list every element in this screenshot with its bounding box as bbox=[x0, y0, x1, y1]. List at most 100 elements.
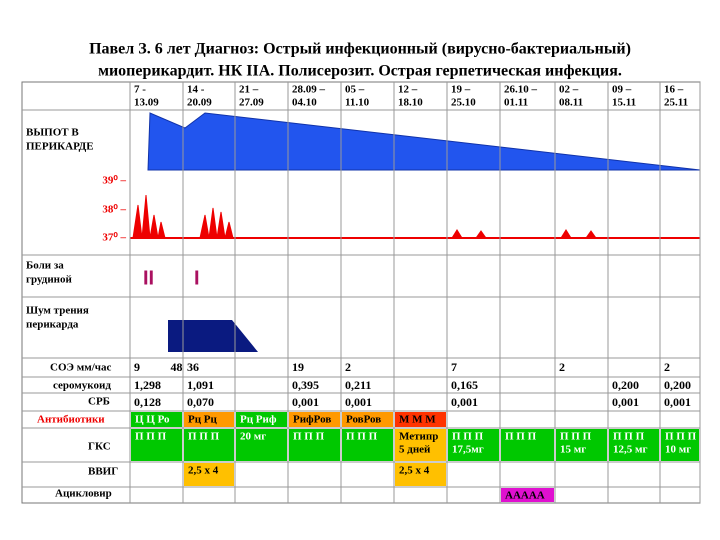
lab-value: 0,001 bbox=[345, 395, 372, 409]
temperature-label: 39⁰ – bbox=[102, 175, 126, 187]
lab-value: 0,200 bbox=[664, 378, 691, 392]
therapy-cell bbox=[395, 463, 446, 486]
table-content: Павел З. 6 лет Диагноз: Острый инфекцион… bbox=[22, 41, 701, 503]
therapy-cell bbox=[131, 429, 182, 461]
lab-value: 7 bbox=[451, 360, 457, 374]
period-label: 27.09 bbox=[239, 97, 264, 109]
period-label: 20.09 bbox=[187, 97, 212, 109]
period-label: 21 – bbox=[239, 84, 259, 96]
therapy-cell bbox=[501, 488, 554, 502]
row-label: Шум трения bbox=[26, 305, 89, 317]
therapy-text: П П П bbox=[665, 431, 697, 443]
period-label: 13.09 bbox=[134, 97, 159, 109]
therapy-text: РовРов bbox=[346, 414, 381, 426]
therapy-text: 12,5 мг bbox=[613, 444, 648, 456]
period-label: 05 – bbox=[345, 84, 365, 96]
pain-mark: II bbox=[143, 267, 154, 289]
therapy-text: П П П bbox=[505, 431, 537, 443]
therapy-text: 5 дней bbox=[399, 444, 431, 456]
lab-value: 2 bbox=[345, 360, 351, 374]
therapy-text: Рц Риф bbox=[240, 414, 277, 426]
therapy-cell bbox=[556, 429, 607, 461]
temperature-label: 38⁰ – bbox=[102, 204, 126, 216]
row-label: перикарда bbox=[26, 319, 79, 331]
row-label: Антибиотики bbox=[37, 414, 105, 426]
row-label: Ацикловир bbox=[55, 488, 112, 500]
period-label: 02 – bbox=[559, 84, 579, 96]
therapy-text: М М М bbox=[399, 414, 436, 426]
lab-value: 0,211 bbox=[345, 378, 371, 392]
pain-mark: I bbox=[194, 267, 200, 289]
therapy-cell bbox=[184, 412, 234, 427]
therapy-cell bbox=[609, 429, 659, 461]
period-label: 15.11 bbox=[612, 97, 636, 109]
period-label: 14 - bbox=[187, 84, 205, 96]
row-label: серомукоид bbox=[53, 380, 111, 392]
row-label: СРБ bbox=[88, 396, 110, 408]
lab-value: 0,200 bbox=[612, 378, 639, 392]
period-label: 12 – bbox=[398, 84, 418, 96]
therapy-cell bbox=[289, 429, 340, 461]
lab-value: 36 bbox=[187, 360, 199, 374]
period-label: 09 – bbox=[612, 84, 632, 96]
row-label: ВВИГ bbox=[88, 466, 118, 478]
therapy-cell bbox=[184, 429, 234, 461]
therapy-text: 15 мг bbox=[560, 444, 586, 456]
period-label: 28.09 – bbox=[292, 84, 326, 96]
therapy-text: П П П bbox=[135, 431, 167, 443]
effusion-area bbox=[147, 112, 701, 171]
period-label: 08.11 bbox=[559, 97, 583, 109]
friction-block bbox=[168, 320, 258, 352]
therapy-text: ААААА bbox=[505, 490, 545, 502]
therapy-text: 17,5мг bbox=[452, 444, 484, 456]
therapy-text: 2,5 х 4 bbox=[399, 465, 430, 477]
row-label: Боли за bbox=[26, 260, 64, 272]
lab-value: 0,128 bbox=[134, 395, 161, 409]
lab-value: 2 bbox=[559, 360, 565, 374]
row-label: СОЭ мм/час bbox=[50, 362, 111, 374]
therapy-text: П П П bbox=[452, 431, 484, 443]
therapy-text: П П П bbox=[188, 431, 220, 443]
lab-value: 0,395 bbox=[292, 378, 319, 392]
title-line: Павел З. 6 лет Диагноз: Острый инфекцион… bbox=[89, 41, 631, 58]
period-label: 19 – bbox=[451, 84, 471, 96]
temperature-curve bbox=[132, 194, 597, 239]
therapy-text: Метипр bbox=[399, 431, 438, 443]
therapy-cell bbox=[448, 429, 499, 461]
therapy-text: П П П bbox=[293, 431, 325, 443]
therapy-text: П П П bbox=[346, 431, 378, 443]
period-label: 16 – bbox=[664, 84, 684, 96]
therapy-cell bbox=[236, 412, 287, 427]
therapy-cell bbox=[501, 429, 554, 461]
therapy-text: Рц Рц bbox=[188, 414, 218, 426]
temperature-label: 37⁰ – bbox=[102, 232, 126, 244]
therapy-cell bbox=[342, 412, 393, 427]
therapy-text: П П П bbox=[613, 431, 645, 443]
therapy-text: П П П bbox=[560, 431, 592, 443]
period-label: 25.11 bbox=[664, 97, 688, 109]
therapy-cell bbox=[184, 463, 234, 486]
lab-value: 0,001 bbox=[664, 395, 691, 409]
lab-value: 0,001 bbox=[612, 395, 639, 409]
therapy-cell bbox=[289, 412, 340, 427]
lab-value: 2 bbox=[664, 360, 670, 374]
therapy-text: Ц Ц Ро bbox=[135, 414, 170, 426]
lab-value: 1,091 bbox=[187, 378, 214, 392]
row-label: грудиной bbox=[26, 274, 73, 286]
therapy-cell bbox=[395, 412, 446, 427]
period-label: 18.10 bbox=[398, 97, 423, 109]
period-label: 25.10 bbox=[451, 97, 476, 109]
therapy-text: 10 мг bbox=[665, 444, 691, 456]
therapy-text: 20 мг bbox=[240, 431, 266, 443]
lab-value: 0,070 bbox=[187, 395, 214, 409]
row-label: ПЕРИКАРДЕ bbox=[26, 141, 94, 153]
therapy-text: 2,5 х 4 bbox=[188, 465, 219, 477]
row-label: ГКС bbox=[88, 441, 111, 453]
therapy-cell bbox=[342, 429, 393, 461]
therapy-cell bbox=[236, 429, 287, 461]
period-label: 04.10 bbox=[292, 97, 317, 109]
therapy-text: РифРов bbox=[293, 414, 331, 426]
lab-value: 0,001 bbox=[292, 395, 319, 409]
period-label: 26.10 – bbox=[504, 84, 538, 96]
